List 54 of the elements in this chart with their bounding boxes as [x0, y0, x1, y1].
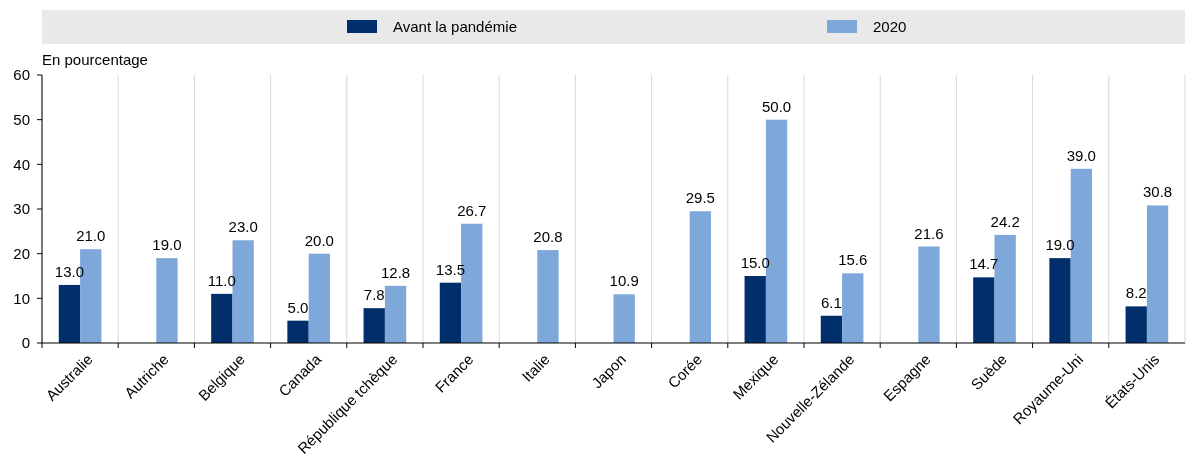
- data-label: 7.8: [363, 286, 385, 304]
- data-label: 21.6: [914, 224, 944, 242]
- data-label: 21.0: [76, 227, 106, 245]
- data-label: 23.0: [228, 218, 258, 236]
- legend-label: 2020: [873, 18, 907, 35]
- bar: [820, 315, 843, 343]
- y-axis-title: En pourcentage: [42, 51, 148, 68]
- data-label: 11.0: [207, 271, 236, 289]
- bar: [384, 285, 407, 343]
- bar: [744, 276, 766, 343]
- bar: [1049, 258, 1071, 343]
- bar: [58, 284, 81, 343]
- data-label: 50.0: [761, 97, 792, 115]
- bar: [973, 277, 995, 343]
- data-label: 13.5: [435, 260, 466, 278]
- bar: [211, 293, 233, 343]
- bar: [918, 246, 940, 343]
- bar: [689, 211, 712, 343]
- data-label: 20.8: [533, 228, 563, 246]
- bar: [439, 282, 462, 343]
- data-label: 19.0: [1045, 236, 1075, 254]
- data-label: 15.6: [838, 251, 868, 269]
- data-label: 12.8: [380, 263, 411, 281]
- y-tick-label: 10: [13, 289, 30, 307]
- data-label: 13.0: [54, 262, 85, 280]
- data-label: 39.0: [1066, 146, 1096, 164]
- data-label: 6.1: [821, 293, 842, 311]
- data-label: 14.7: [969, 255, 999, 273]
- y-tick-label: 50: [13, 110, 30, 128]
- bar: [363, 308, 385, 343]
- data-label: 24.2: [990, 212, 1020, 230]
- data-label: 19.0: [152, 236, 182, 254]
- y-tick-label: 60: [13, 66, 30, 84]
- data-label: 10.9: [609, 272, 639, 290]
- y-tick-label: 40: [13, 155, 30, 173]
- data-label: 15.0: [740, 254, 770, 271]
- bar: [1146, 205, 1169, 343]
- bar: [537, 250, 559, 343]
- y-tick-label: 30: [13, 200, 30, 218]
- data-label: 26.7: [457, 201, 487, 219]
- data-label: 29.5: [685, 189, 715, 207]
- bar: [842, 273, 864, 343]
- bar: [613, 294, 635, 343]
- data-label: 5.0: [287, 298, 309, 316]
- data-label: 30.8: [1142, 183, 1173, 201]
- y-tick-label: 0: [21, 334, 30, 352]
- bar: [308, 253, 331, 343]
- legend-label: Avant la pandémie: [393, 18, 517, 35]
- data-label: 8.2: [1125, 284, 1147, 302]
- bar: [156, 258, 178, 343]
- y-tick-label: 20: [13, 244, 30, 262]
- bar: [287, 320, 309, 343]
- data-label: 20.0: [304, 231, 334, 249]
- bar: [1125, 306, 1147, 343]
